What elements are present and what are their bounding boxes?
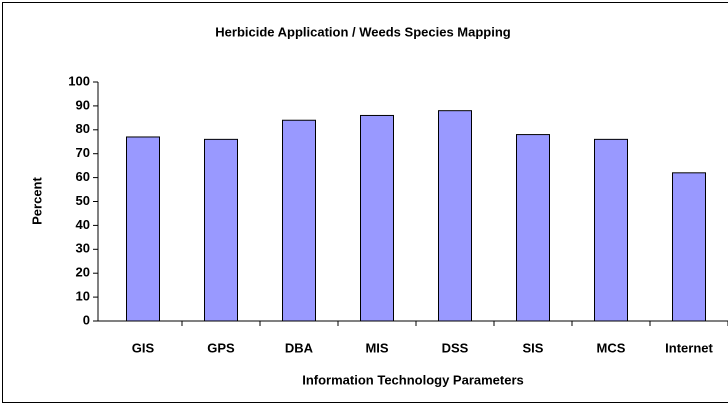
y-tick-label: 90 [76,97,90,112]
bar [516,134,550,322]
x-axis-label: Information Technology Parameters [302,372,524,387]
x-tick-label: GIS [132,340,155,355]
x-tick-label: DSS [442,340,469,355]
y-tick-label: 60 [76,169,90,184]
y-tick-label: 30 [76,241,90,256]
bar [594,138,628,322]
x-tick-label: MCS [597,340,626,355]
chart-title: Herbicide Application / Weeds Species Ma… [215,24,511,39]
bar [282,119,316,322]
bar [204,138,238,322]
bar [126,136,160,322]
y-tick-label: 10 [76,289,90,304]
y-tick-label: 0 [83,312,90,327]
y-axis-label: Percent [29,176,44,224]
y-tick-label: 100 [68,73,90,88]
y-tick-label: 80 [76,121,90,136]
x-tick-label: MIS [365,340,388,355]
y-tick-label: 70 [76,145,90,160]
x-tick-label: GPS [207,340,235,355]
bar [672,172,706,322]
bar [360,114,394,322]
y-tick-label: 20 [76,265,90,280]
x-tick-label: SIS [523,340,544,355]
y-tick-label: 50 [76,193,90,208]
bar [438,110,472,322]
x-tick-label: DBA [285,340,314,355]
y-tick-label: 40 [76,217,90,232]
x-tick-label: Internet [665,340,713,355]
